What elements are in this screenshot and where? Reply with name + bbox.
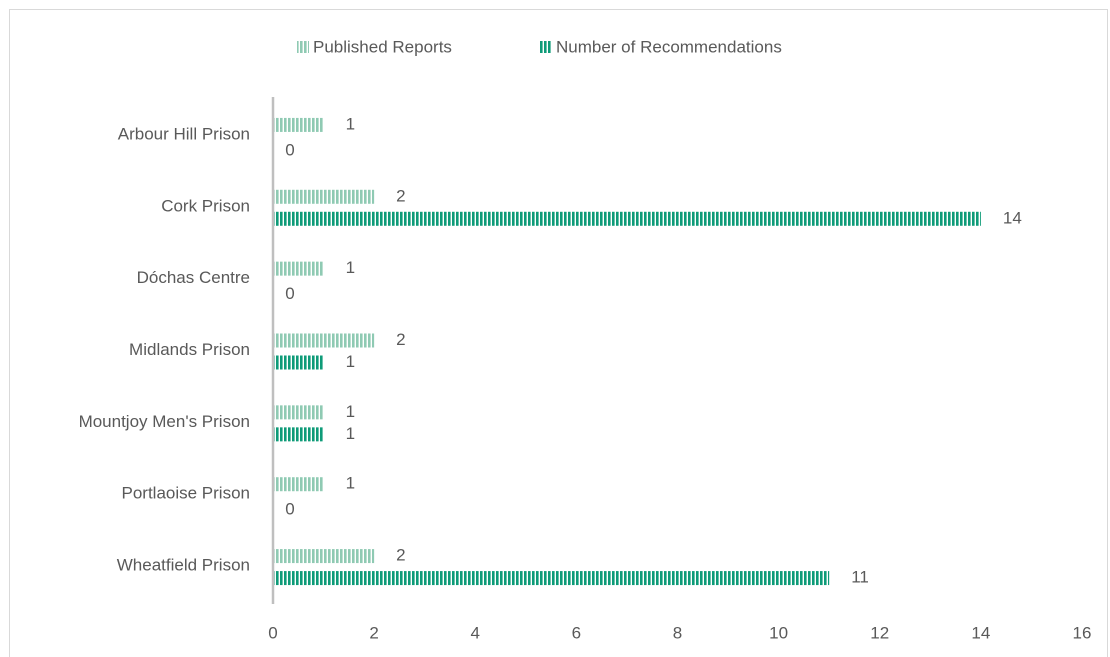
bar [273, 117, 324, 132]
data-label: 2 [396, 330, 405, 349]
y-tick-label: Cork Prison [161, 196, 250, 215]
bar [273, 211, 981, 226]
y-tick-label: Midlands Prison [129, 340, 250, 359]
bar [273, 355, 324, 370]
x-tick-label: 12 [870, 623, 889, 642]
bar [273, 261, 324, 276]
data-label: 0 [285, 284, 294, 303]
legend-label: Number of Recommendations [556, 37, 782, 56]
y-tick-label: Arbour Hill Prison [118, 124, 250, 143]
bar [273, 427, 324, 442]
data-label: 1 [346, 474, 355, 493]
bar [273, 189, 375, 204]
legend-swatch [297, 41, 309, 53]
x-tick-label: 8 [673, 623, 682, 642]
x-tick-label: 4 [471, 623, 480, 642]
data-label: 1 [346, 352, 355, 371]
data-label: 1 [346, 402, 355, 421]
data-label: 1 [346, 114, 355, 133]
data-label: 11 [851, 568, 869, 587]
bar [273, 405, 324, 420]
legend-label: Published Reports [313, 37, 452, 56]
data-label: 0 [285, 140, 294, 159]
y-tick-label: Mountjoy Men's Prison [79, 412, 250, 431]
bar [273, 549, 375, 564]
y-tick-label: Wheatfield Prison [117, 556, 250, 575]
y-tick-label: Dóchas Centre [137, 268, 250, 287]
data-label: 1 [346, 258, 355, 277]
x-tick-label: 2 [369, 623, 378, 642]
bar [273, 477, 324, 492]
y-tick-label: Portlaoise Prison [121, 484, 250, 503]
x-tick-label: 16 [1073, 623, 1092, 642]
data-label: 0 [285, 500, 294, 519]
x-tick-label: 14 [971, 623, 990, 642]
data-label: 14 [1003, 208, 1022, 227]
data-label: 2 [396, 186, 405, 205]
x-tick-label: 10 [769, 623, 788, 642]
chart-border [9, 9, 1108, 657]
x-tick-label: 0 [268, 623, 277, 642]
bar [273, 333, 375, 348]
x-tick-label: 6 [572, 623, 581, 642]
data-label: 2 [396, 546, 405, 565]
legend-swatch [540, 41, 552, 53]
bar [273, 571, 830, 586]
data-label: 1 [346, 424, 355, 443]
